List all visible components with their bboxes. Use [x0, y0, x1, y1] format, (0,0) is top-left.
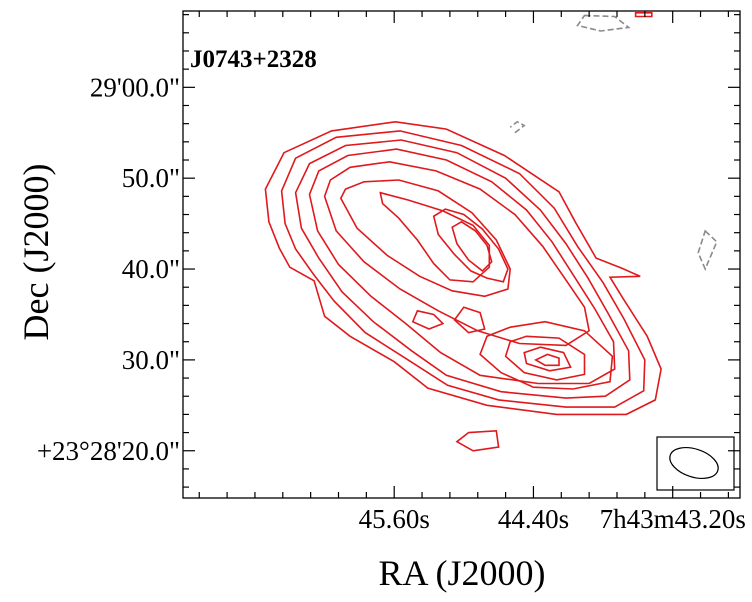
positive-contour: [451, 220, 493, 272]
source-label: J0743+2328: [190, 46, 317, 73]
axis-tick-labels: 45.60s 44.40s 7h43m43.20s +23°28'20.0" 30.0"…: [37, 72, 746, 534]
beam-ellipse: [669, 447, 719, 479]
positive-contour: [634, 12, 653, 18]
y-tick-label: +23°28'20.0": [37, 436, 180, 466]
x-tick-label: 45.60s: [359, 504, 430, 534]
negative-contour: [576, 14, 631, 32]
y-tick-label: 29'00.0": [90, 72, 180, 102]
positive-contour: [453, 306, 486, 334]
negative-contour: [509, 120, 526, 134]
positive-contour: [479, 320, 614, 390]
positive-contour: [294, 139, 631, 399]
y-tick-label: 40.0": [122, 254, 180, 284]
y-tick-label: 30.0": [122, 345, 180, 375]
y-axis-title: Dec (J2000): [16, 164, 56, 341]
positive-contour: [534, 353, 560, 367]
beam-box: [656, 436, 735, 491]
positive-contour: [379, 191, 491, 283]
axis-ticks: [183, 11, 740, 498]
plot-frame: [182, 10, 741, 499]
positive-contour: [523, 346, 572, 372]
positive-contour: [264, 120, 662, 416]
positive-contour: [411, 309, 445, 330]
x-tick-label: 44.40s: [498, 504, 569, 534]
x-tick-label: 7h43m43.20s: [600, 504, 746, 534]
negative-contour: [697, 229, 718, 272]
positive-contour: [308, 148, 616, 385]
positive-contour: [323, 160, 590, 347]
positive-contour: [455, 429, 500, 452]
y-tick-label: 50.0": [122, 163, 180, 193]
positive-contour: [339, 179, 512, 298]
x-axis-title: RA (J2000): [378, 553, 545, 593]
positive-contour: [280, 130, 646, 408]
positive-contour: [504, 335, 586, 381]
contour-layer: [264, 12, 718, 452]
beam-box-frame: [656, 436, 735, 491]
positive-contour: [432, 208, 509, 283]
